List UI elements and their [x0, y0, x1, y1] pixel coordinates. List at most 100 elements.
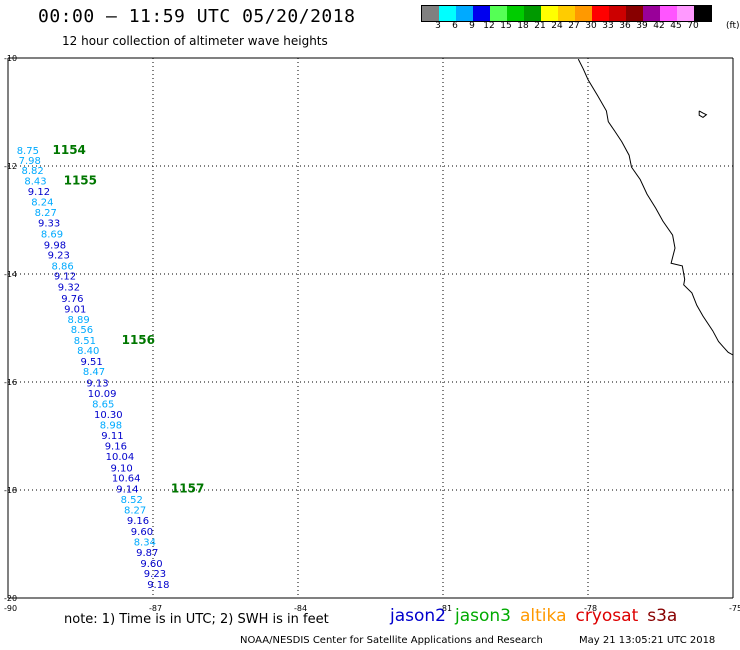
legend-swatch: [694, 6, 711, 21]
wave-height-label: 8.69: [41, 230, 63, 241]
wave-height-label: 9.10: [111, 463, 133, 474]
wave-height-label: 9.33: [38, 219, 60, 230]
wave-height-label: 10.09: [88, 389, 117, 400]
wave-height-label: 9.23: [48, 251, 70, 262]
satellite-s3a: s3a: [647, 606, 678, 626]
legend-label: 70: [687, 21, 699, 31]
wave-height-label: 7.98: [19, 156, 41, 167]
legend-swatch: [473, 6, 490, 21]
satellite-jason2: jason2: [390, 606, 446, 626]
lat-tick-label: -10: [4, 54, 17, 63]
legend-label: 3: [435, 21, 441, 31]
wave-height-label: 9.76: [61, 294, 83, 305]
wave-height-label: 9.23: [144, 569, 166, 580]
wave-height-label: 8.40: [77, 346, 99, 357]
legend-label: 12: [483, 21, 495, 31]
wave-height-label: 9.60: [140, 559, 162, 570]
note-text: note: 1) Time is in UTC; 2) SWH is in fe…: [64, 612, 329, 627]
lat-tick-label: -18: [4, 486, 17, 495]
lat-tick-label: -14: [4, 270, 17, 279]
legend-swatch: [422, 6, 439, 21]
wave-height-label: 10.30: [94, 410, 123, 421]
wave-height-label: 8.34: [134, 537, 156, 548]
legend-swatch: [558, 6, 575, 21]
legend-swatch: [643, 6, 660, 21]
map-subtitle: 12 hour collection of altimeter wave hei…: [62, 34, 328, 48]
legend-swatch: [626, 6, 643, 21]
lon-tick-label: -90: [4, 604, 17, 613]
color-scale-legend: [421, 5, 712, 22]
wave-height-label: 8.82: [22, 166, 44, 177]
legend-swatch: [677, 6, 694, 21]
coastline: [577, 58, 734, 356]
satellite-cryosat: cryosat: [575, 606, 639, 626]
wave-height-label: 9.51: [81, 357, 103, 368]
wave-height-label: 10.64: [112, 474, 141, 485]
legend-swatch: [541, 6, 558, 21]
wave-height-label: 8.98: [100, 421, 122, 432]
legend-label: 45: [670, 21, 682, 31]
wave-height-label: 8.43: [24, 177, 46, 188]
legend-swatch: [456, 6, 473, 21]
lat-tick-label: -12: [4, 162, 17, 171]
wave-height-label: 9.01: [64, 305, 86, 316]
legend-label: 21: [534, 21, 546, 31]
legend-label: 33: [602, 21, 614, 31]
wave-height-label: 9.14: [116, 484, 138, 495]
legend-label: 9: [469, 21, 475, 31]
legend-swatch: [490, 6, 507, 21]
legend-label: 15: [500, 21, 512, 31]
legend-label: 18: [517, 21, 529, 31]
wave-height-label: 9.98: [44, 240, 66, 251]
map-title: 00:00 – 11:59 UTC 05/20/2018: [38, 6, 356, 27]
wave-height-label: 8.27: [124, 505, 146, 516]
wave-height-label: 9.12: [28, 187, 50, 198]
wave-height-label: 9.60: [131, 527, 153, 538]
timestamp-text: May 21 13:05:21 UTC 2018: [579, 635, 716, 646]
pass-time-label: 1154: [53, 143, 86, 157]
lon-tick-label: -87: [149, 604, 162, 613]
wave-height-label: 8.56: [71, 325, 93, 336]
legend-label: 36: [619, 21, 631, 31]
island-outline: [698, 110, 708, 119]
wave-height-label: 8.75: [17, 146, 39, 157]
wave-height-label: 9.32: [58, 282, 80, 293]
legend-swatch: [575, 6, 592, 21]
legend-label: 27: [568, 21, 580, 31]
wave-height-label: 8.86: [52, 261, 74, 272]
legend-label: 42: [653, 21, 665, 31]
wave-height-label: 9.16: [105, 442, 127, 453]
legend-label: 24: [551, 21, 563, 31]
legend-swatch: [592, 6, 609, 21]
legend-label: 30: [585, 21, 597, 31]
wave-height-label: 9.11: [101, 431, 123, 442]
color-scale-labels: 3 6 9 12 15 18 21 24 27 30 33 36 39 42 45 70: [421, 21, 740, 35]
legend-unit: (ft): [726, 21, 740, 31]
wave-height-label: 9.18: [147, 580, 169, 591]
wave-height-label: 8.65: [92, 400, 114, 411]
wave-height-label: 8.52: [121, 495, 143, 506]
lon-tick-label: -75: [729, 604, 740, 613]
legend-label: 39: [636, 21, 648, 31]
wave-height-label: 9.87: [136, 548, 158, 559]
pass-time-label: 1155: [64, 174, 97, 188]
wave-height-label: 8.47: [83, 367, 105, 378]
wave-height-label: 9.16: [127, 516, 149, 527]
lon-tick-label: -81: [439, 604, 452, 613]
legend-swatch: [524, 6, 541, 21]
wave-height-label: 10.04: [106, 452, 135, 463]
credit-text: NOAA/NESDIS Center for Satellite Applica…: [240, 635, 543, 646]
satellite-altika: altika: [520, 606, 567, 626]
wave-height-label: 8.89: [68, 315, 90, 326]
lon-tick-label: -84: [294, 604, 307, 613]
lat-tick-label: -16: [4, 378, 17, 387]
satellite-jason3: jason3: [455, 606, 511, 626]
wave-height-label: 8.51: [74, 336, 96, 347]
lon-tick-label: -78: [584, 604, 597, 613]
pass-time-label: 1156: [122, 333, 155, 347]
satellite-legend: jason2 jason3 altika cryosat s3a: [390, 606, 686, 626]
legend-swatch: [507, 6, 524, 21]
wave-height-label: 8.24: [31, 198, 53, 209]
legend-swatch: [439, 6, 456, 21]
